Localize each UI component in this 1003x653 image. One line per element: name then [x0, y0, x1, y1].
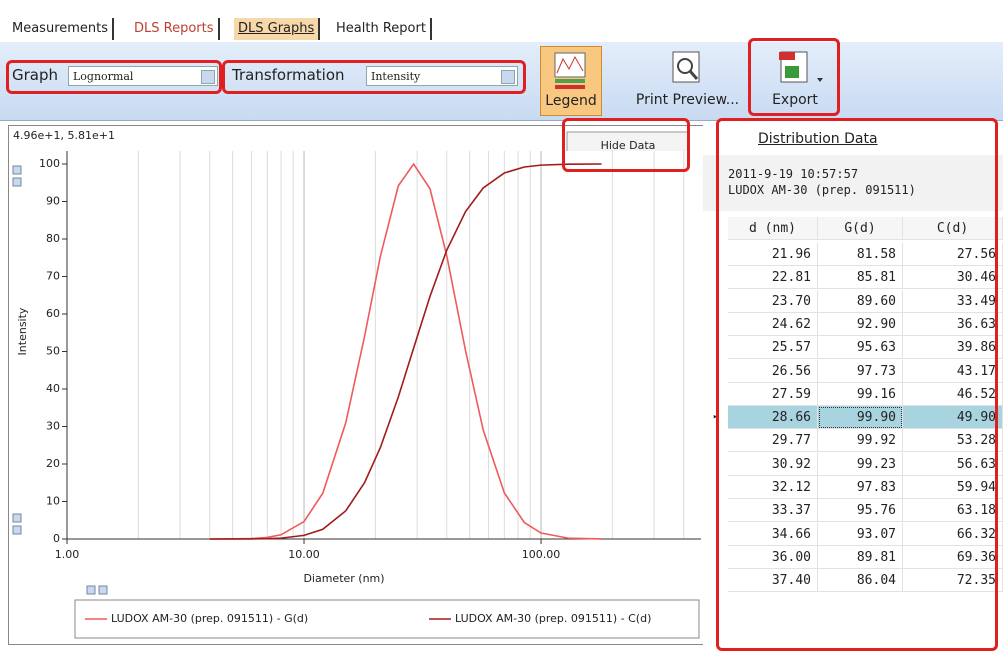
graph-combo[interactable]: Lognormal	[68, 66, 218, 86]
row-indicator: ▸	[712, 412, 719, 423]
y-tick-label: 60	[46, 307, 60, 320]
y-tick-label: 20	[46, 457, 60, 470]
transformation-combo[interactable]: Intensity	[366, 66, 518, 86]
column-header: C(d)	[903, 217, 1003, 240]
scroll-button[interactable]	[98, 585, 108, 595]
scroll-button[interactable]	[12, 165, 22, 175]
table-cell[interactable]: 95.76	[818, 499, 903, 523]
scroll-button[interactable]	[12, 177, 22, 187]
y-tick-label: 80	[46, 232, 60, 245]
readout: 4.96e+1, 5.81e+1	[13, 129, 115, 142]
y-axis-label: Intensity	[16, 307, 29, 355]
table-cell[interactable]: 97.83	[818, 476, 903, 499]
column-header: d (nm)	[728, 217, 818, 240]
distribution-panel: Distribution Data 2011-9-19 10:57:57 LUD…	[703, 125, 1003, 653]
table-cell[interactable]: 33.37	[728, 499, 818, 523]
table-cell[interactable]: 97.73	[818, 359, 903, 383]
table-cell[interactable]: 93.07	[818, 522, 903, 546]
hide-data-label: Hide Data	[601, 139, 656, 152]
y-tick-label: 30	[46, 420, 60, 433]
scroll-button[interactable]	[12, 513, 22, 523]
tab[interactable]: Health Report	[332, 18, 432, 40]
table-cell[interactable]: 99.16	[818, 382, 903, 406]
table-cell[interactable]: 89.60	[818, 289, 903, 313]
highlight	[748, 38, 840, 116]
series-line	[209, 162, 602, 540]
button-label: Legend	[545, 93, 597, 109]
highlight	[716, 118, 998, 651]
chart: 4.96e+1, 5.81e+1 Hide Data 1.00 10.00 100.…	[8, 125, 704, 645]
x-axis-label: Diameter (nm)	[303, 572, 384, 585]
table-cell[interactable]: 89.81	[818, 545, 903, 569]
table-cell[interactable]: 22.81	[728, 266, 818, 290]
tab-active[interactable]: DLS Graphs	[234, 18, 321, 40]
plot-area	[67, 151, 701, 539]
table-cell[interactable]: 85.81	[818, 266, 903, 290]
table-cell[interactable]: 99.92	[818, 429, 903, 453]
y-tick-label: 0	[53, 532, 60, 545]
x-tick-label: 10.00	[288, 548, 320, 561]
table-cell[interactable]: 25.57	[728, 336, 818, 360]
print-icon	[672, 51, 700, 83]
table-cell[interactable]: 86.04	[818, 569, 903, 593]
button-label: Export	[772, 92, 818, 108]
table-cell[interactable]: 81.58	[818, 243, 903, 266]
table-cell[interactable]: 23.70	[728, 289, 818, 313]
highlight	[222, 60, 526, 94]
table-cell[interactable]: 26.56	[728, 359, 818, 383]
export-button[interactable]: Export	[755, 46, 835, 114]
button-label: Print Preview...	[635, 92, 740, 108]
table-cell[interactable]: 99.23	[818, 452, 903, 476]
table-cell[interactable]: 27.59	[728, 382, 818, 406]
legend-label: LUDOX AM-30 (prep. 091511) - G(d)	[111, 612, 308, 625]
y-tick-label: 40	[46, 382, 60, 395]
scroll-button[interactable]	[12, 525, 22, 535]
legend-button[interactable]: Legend	[540, 46, 602, 116]
table-cell[interactable]: 37.40	[728, 569, 818, 593]
series-line	[209, 163, 602, 540]
selected-cell[interactable]: 99.90	[818, 406, 903, 430]
timestamp: 2011-9-19 10:57:57	[728, 167, 859, 181]
table-cell[interactable]: 95.63	[818, 336, 903, 360]
panel-title: Distribution Data	[758, 131, 878, 147]
x-tick-label: 100.00	[522, 548, 561, 561]
table-cell[interactable]: 34.66	[728, 522, 818, 546]
info-band	[703, 155, 1003, 211]
y-tick-label: 100	[39, 157, 60, 170]
table-cell[interactable]: 92.90	[818, 312, 903, 336]
table-cell[interactable]: 29.77	[728, 429, 818, 453]
print-preview-button[interactable]: Print Preview...	[625, 46, 750, 114]
table-cell[interactable]: 21.96	[728, 243, 818, 266]
selected-cell[interactable]: 28.66	[728, 406, 818, 430]
export-icon	[779, 51, 823, 83]
highlight	[562, 118, 690, 172]
table-cell[interactable]: 30.92	[728, 452, 818, 476]
y-tick-label: 90	[46, 195, 60, 208]
table-cell[interactable]: 24.62	[728, 312, 818, 336]
legend-icon	[554, 52, 586, 89]
y-tick-label: 70	[46, 270, 60, 283]
table-cell[interactable]: 32.12	[728, 476, 818, 499]
tab[interactable]: Measurements	[8, 18, 115, 40]
y-tick-label: 50	[46, 345, 60, 358]
highlight	[6, 60, 222, 94]
tab[interactable]: DLS Reports	[130, 18, 220, 40]
y-tick-label: 10	[46, 495, 60, 508]
legend-label: LUDOX AM-30 (prep. 091511) - C(d)	[455, 612, 651, 625]
x-tick-label: 1.00	[55, 548, 80, 561]
graph-label: Graph	[12, 66, 59, 84]
table-cell[interactable]: 36.00	[728, 545, 818, 569]
legend-box	[74, 599, 700, 639]
transformation-label: Transformation	[232, 66, 345, 84]
column-header: G(d)	[818, 217, 903, 240]
selected-cell[interactable]: 49.90	[903, 406, 1003, 430]
scroll-button[interactable]	[86, 585, 96, 595]
sample-name: LUDOX AM-30 (prep. 091511)	[728, 183, 916, 197]
